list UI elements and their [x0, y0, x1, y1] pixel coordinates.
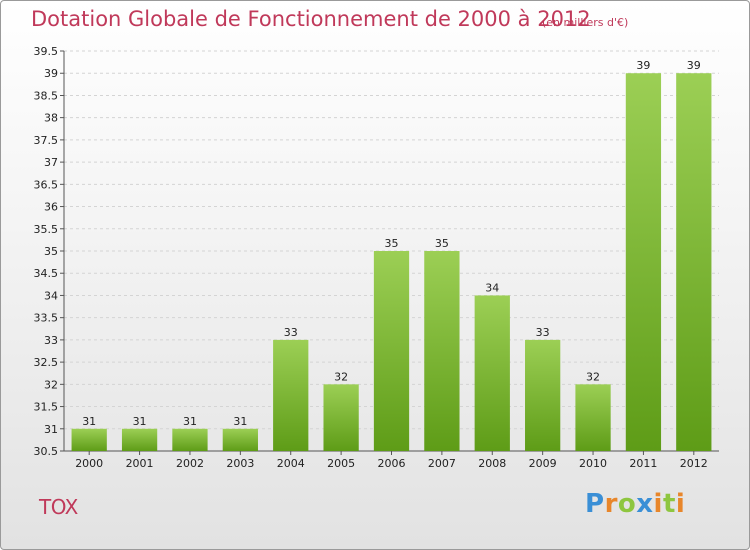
x-tick-label: 2006	[378, 457, 406, 470]
data-label: 39	[687, 59, 701, 72]
y-tick-label: 39.5	[34, 45, 59, 58]
logo-letter: i	[675, 489, 686, 519]
y-tick-label: 36	[44, 201, 58, 214]
x-tick-label: 2002	[176, 457, 204, 470]
y-tick-label: 32.5	[34, 356, 59, 369]
y-tick-label: 37.5	[34, 134, 59, 147]
labels: 30.5 31 31.5 32 32.5 33 33.5 34 34.5 35 35.5 36 36.5…	[34, 45, 708, 470]
y-tick-label: 39	[44, 67, 58, 80]
bar-2005	[323, 384, 359, 451]
y-tick-label: 34.5	[34, 267, 59, 280]
y-tick-label: 37	[44, 156, 58, 169]
data-label: 35	[435, 237, 449, 250]
y-tick-label: 33	[44, 334, 58, 347]
data-label: 34	[485, 281, 499, 294]
bar-2011	[625, 73, 662, 451]
x-tick-label: 2000	[75, 457, 103, 470]
data-label: 33	[536, 326, 550, 339]
bar-2008	[474, 295, 510, 451]
logo-letter: x	[636, 489, 654, 519]
bar-2002	[172, 428, 208, 451]
data-label: 33	[284, 326, 298, 339]
chart-title: Dotation Globale de Fonctionnement de 20…	[31, 7, 591, 31]
y-tick-label: 34	[44, 289, 58, 302]
y-tick-label: 38.5	[34, 89, 59, 102]
x-tick-label: 2008	[478, 457, 506, 470]
x-tick-label: 2012	[680, 457, 708, 470]
x-tick-label: 2007	[428, 457, 456, 470]
data-label: 32	[334, 370, 348, 383]
y-tick-label: 30.5	[34, 445, 59, 458]
bar-2000	[71, 428, 107, 451]
y-tick-label: 33.5	[34, 312, 59, 325]
data-label: 31	[183, 415, 197, 428]
bar-2004	[273, 339, 309, 451]
logo-letter: P	[585, 489, 605, 519]
data-label: 39	[636, 59, 650, 72]
logo-letter: r	[604, 489, 618, 519]
data-label: 32	[586, 370, 600, 383]
x-tick-label: 2011	[629, 457, 657, 470]
data-label: 31	[133, 415, 147, 428]
data-label: 35	[385, 237, 399, 250]
x-tick-label: 2003	[226, 457, 254, 470]
data-label: 31	[233, 415, 247, 428]
y-tick-label: 35	[44, 245, 58, 258]
proxiti-logo[interactable]: Proxiti	[585, 489, 685, 519]
x-tick-label: 2001	[126, 457, 154, 470]
data-label: 31	[82, 415, 96, 428]
y-tick-label: 38	[44, 112, 58, 125]
x-tick-label: 2009	[529, 457, 557, 470]
bars	[71, 73, 712, 451]
bar-2001	[121, 428, 158, 451]
bar-2007	[424, 251, 460, 451]
logo-letter: i	[653, 489, 663, 519]
x-tick-label: 2010	[579, 457, 607, 470]
logo-letter: o	[617, 489, 637, 519]
bar-2003	[222, 428, 258, 451]
bar-2009	[525, 339, 561, 451]
x-tick-label: 2005	[327, 457, 355, 470]
x-tick-label: 2004	[277, 457, 305, 470]
y-tick-label: 32	[44, 378, 58, 391]
bar-2010	[575, 384, 611, 451]
y-tick-label: 31.5	[34, 401, 59, 414]
logo-letter: t	[662, 489, 676, 519]
y-tick-label: 31	[44, 423, 58, 436]
bar-2012	[676, 73, 712, 451]
y-tick-label: 35.5	[34, 223, 59, 236]
city-name: TOX	[39, 495, 78, 519]
chart-subtitle: (en milliers d'€)	[542, 16, 629, 29]
bar-2006	[373, 251, 410, 451]
y-tick-label: 36.5	[34, 178, 59, 191]
